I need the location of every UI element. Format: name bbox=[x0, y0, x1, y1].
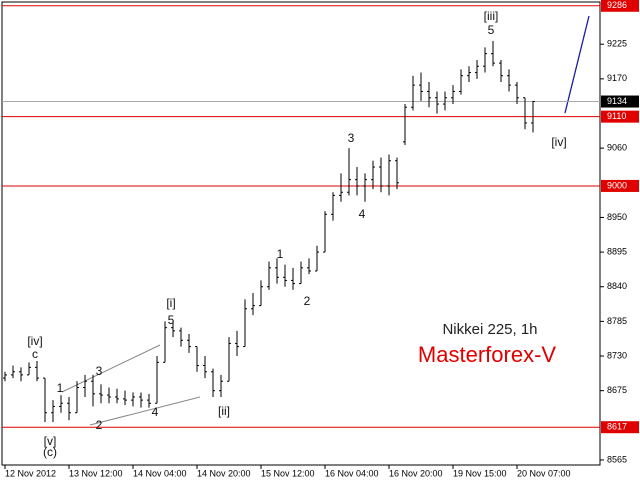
wave-label: 2 bbox=[304, 294, 311, 308]
y-tick-label: 9225 bbox=[607, 39, 627, 49]
wave-label: [v] bbox=[44, 434, 57, 448]
x-tick-label: 20 Nov 07:00 bbox=[517, 468, 571, 478]
y-tick-label: 8840 bbox=[607, 281, 627, 291]
wave-label: c bbox=[32, 347, 38, 361]
wave-label: 2 bbox=[96, 418, 103, 432]
current-price-box bbox=[601, 95, 639, 108]
projection-line bbox=[564, 15, 590, 114]
wave-label: 1 bbox=[57, 381, 64, 395]
level-label-box bbox=[601, 421, 639, 434]
y-tick-label: 8730 bbox=[607, 350, 627, 360]
wave-label: 5 bbox=[488, 23, 495, 37]
current-price-label: 9134 bbox=[607, 96, 627, 106]
wave-label: 5 bbox=[168, 313, 175, 327]
wave-label: [iii] bbox=[484, 9, 499, 23]
level-label-box bbox=[601, 179, 639, 192]
wave-label: 3 bbox=[348, 131, 355, 145]
y-tick-label: 9170 bbox=[607, 73, 627, 83]
y-tick-label: 8565 bbox=[607, 454, 627, 464]
wave-label: 4 bbox=[152, 405, 159, 419]
level-label: 9000 bbox=[607, 180, 627, 190]
wave-label: [i] bbox=[166, 296, 175, 310]
x-tick-label: 12 Nov 2012 bbox=[5, 468, 56, 478]
wave-label: 4 bbox=[359, 207, 366, 221]
level-label: 9286 bbox=[607, 0, 627, 10]
y-tick-label: 9060 bbox=[607, 143, 627, 153]
x-tick-label: 19 Nov 15:00 bbox=[453, 468, 507, 478]
wave-label: [ii] bbox=[218, 404, 230, 418]
y-tick-label: 8675 bbox=[607, 385, 627, 395]
chart-subtitle: Masterforex-V bbox=[418, 342, 556, 367]
x-tick-label: 14 Nov 04:00 bbox=[133, 468, 187, 478]
y-tick-label: 8785 bbox=[607, 316, 627, 326]
x-tick-label: 16 Nov 04:00 bbox=[325, 468, 379, 478]
y-tick-label: 8895 bbox=[607, 246, 627, 256]
level-label: 9110 bbox=[607, 111, 626, 121]
x-tick-label: 14 Nov 20:00 bbox=[197, 468, 251, 478]
wave-label: [iv] bbox=[551, 135, 566, 149]
y-tick-label: 8950 bbox=[607, 212, 627, 222]
x-tick-label: 15 Nov 12:00 bbox=[261, 468, 315, 478]
level-label-box bbox=[601, 0, 639, 12]
trend-line bbox=[61, 344, 161, 393]
wave-label: (c) bbox=[43, 445, 57, 459]
x-tick-label: 13 Nov 12:00 bbox=[69, 468, 123, 478]
level-label-box bbox=[601, 110, 639, 123]
chart-title: Nikkei 225, 1h bbox=[442, 321, 537, 338]
wave-label: 1 bbox=[277, 247, 284, 261]
level-label: 8617 bbox=[607, 422, 627, 432]
wave-label: [iv] bbox=[27, 334, 42, 348]
plot-frame bbox=[1, 1, 601, 466]
wave-label: 3 bbox=[96, 364, 103, 378]
x-tick-label: 16 Nov 20:00 bbox=[389, 468, 443, 478]
trend-line bbox=[89, 396, 201, 426]
